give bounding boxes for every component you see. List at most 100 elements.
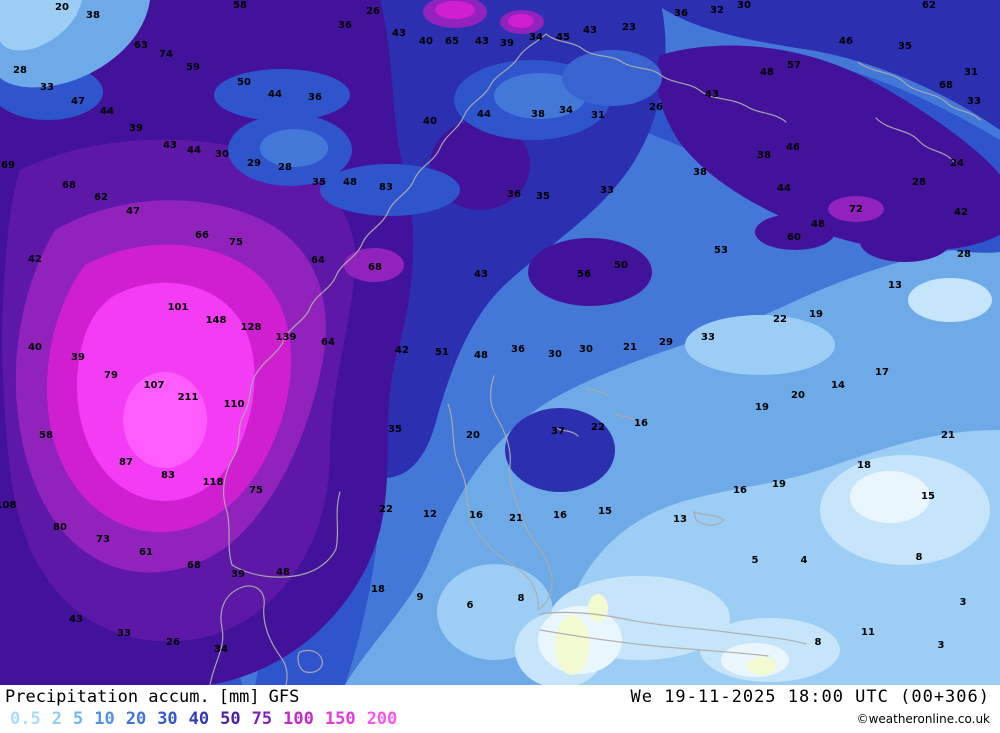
precip-value-label: 69 bbox=[1, 160, 15, 171]
precip-value-label: 38 bbox=[86, 10, 100, 21]
precip-value-label: 61 bbox=[139, 547, 153, 558]
precip-value-label: 58 bbox=[233, 0, 247, 11]
precip-value-label: 43 bbox=[705, 89, 719, 100]
precip-value-label: 139 bbox=[275, 332, 297, 343]
precip-value-label: 46 bbox=[839, 36, 853, 47]
precip-value-label: 16 bbox=[733, 485, 747, 496]
precip-value-label: 59 bbox=[186, 62, 200, 73]
precip-value-label: 30 bbox=[737, 0, 751, 11]
precip-value-label: 39 bbox=[231, 569, 245, 580]
precip-value-label: 43 bbox=[69, 614, 83, 625]
precip-value-label: 80 bbox=[53, 522, 67, 533]
precip-value-label: 33 bbox=[967, 96, 981, 107]
precip-value-label: 56 bbox=[577, 269, 591, 280]
precip-value-label: 39 bbox=[71, 352, 85, 363]
precip-value-label: 73 bbox=[96, 534, 110, 545]
map-title: Precipitation accum. [mm] GFS bbox=[5, 687, 308, 707]
precip-value-label: 35 bbox=[388, 424, 402, 435]
precip-value-label: 8 bbox=[517, 593, 525, 604]
precip-value-label: 48 bbox=[811, 219, 825, 230]
precip-value-label: 14 bbox=[831, 380, 845, 391]
precip-value-label: 35 bbox=[536, 191, 550, 202]
precip-value-label: 43 bbox=[163, 140, 177, 151]
precip-value-label: 36 bbox=[308, 92, 322, 103]
precip-value-label: 48 bbox=[343, 177, 357, 188]
precip-value-label: 79 bbox=[104, 370, 118, 381]
precip-value-label: 64 bbox=[321, 337, 335, 348]
precip-value-label: 22 bbox=[773, 314, 787, 325]
precip-value-label: 39 bbox=[500, 38, 514, 49]
precip-value-label: 68 bbox=[187, 560, 201, 571]
precip-value-label: 34 bbox=[559, 105, 573, 116]
precip-value-label: 51 bbox=[435, 347, 449, 358]
precip-value-label: 22 bbox=[379, 504, 393, 515]
precip-value-label: 19 bbox=[755, 402, 769, 413]
precip-value-label: 30 bbox=[579, 344, 593, 355]
precip-value-label: 28 bbox=[912, 177, 926, 188]
precip-value-label: 110 bbox=[223, 399, 245, 410]
title-text: Precipitation accum. bbox=[5, 687, 210, 707]
precip-value-label: 28 bbox=[957, 249, 971, 260]
precip-value-label: 40 bbox=[419, 36, 433, 47]
precip-value-label: 128 bbox=[240, 322, 262, 333]
precip-value-label: 32 bbox=[710, 5, 724, 16]
legend-value-50: 50 bbox=[220, 709, 241, 729]
precip-value-label: 108 bbox=[0, 500, 17, 511]
precip-value-label: 68 bbox=[939, 80, 953, 91]
precip-value-label: 107 bbox=[143, 380, 165, 391]
precip-value-label: 13 bbox=[888, 280, 902, 291]
precip-value-label: 44 bbox=[268, 89, 282, 100]
legend-value-20: 20 bbox=[125, 709, 147, 729]
legend-value-0.5: 0.5 bbox=[10, 709, 41, 729]
precip-value-label: 62 bbox=[94, 192, 108, 203]
precip-value-label: 36 bbox=[507, 189, 521, 200]
precip-value-label: 4 bbox=[800, 555, 808, 566]
precip-value-label: 15 bbox=[598, 506, 612, 517]
precip-value-label: 38 bbox=[757, 150, 771, 161]
precip-value-label: 22 bbox=[591, 422, 605, 433]
precip-value-label: 60 bbox=[787, 232, 801, 243]
precip-value-label: 28 bbox=[278, 162, 292, 173]
precip-value-label: 50 bbox=[237, 77, 251, 88]
weather-map: 20 38 58 26 36 43 40 65 43 39 34 45 43 23 36 32 30 62 46 35… bbox=[0, 0, 1000, 685]
precip-value-label: 16 bbox=[553, 510, 567, 521]
precip-value-label: 40 bbox=[423, 116, 437, 127]
precip-value-label: 16 bbox=[469, 510, 483, 521]
precip-value-label: 36 bbox=[674, 8, 688, 19]
legend-value-100: 100 bbox=[283, 709, 314, 729]
precip-value-label: 28 bbox=[13, 65, 27, 76]
precip-value-label: 148 bbox=[205, 315, 227, 326]
precip-value-label: 48 bbox=[760, 67, 774, 78]
legend-value-2: 2 bbox=[51, 709, 62, 729]
precip-value-label: 26 bbox=[166, 637, 180, 648]
precip-value-label: 12 bbox=[423, 509, 437, 520]
precip-value-label: 75 bbox=[249, 485, 263, 496]
precip-value-label: 26 bbox=[649, 102, 663, 113]
precip-value-label: 31 bbox=[591, 110, 605, 121]
copyright: ©weatheronline.co.uk bbox=[856, 712, 990, 726]
legend-scale: 0.5 2 5 10 20 30 40 50 75 100 150 200 bbox=[10, 709, 408, 729]
precip-value-label: 20 bbox=[55, 2, 69, 13]
precip-value-label: 16 bbox=[634, 418, 648, 429]
precip-value-label: 47 bbox=[71, 96, 85, 107]
legend-value-75: 75 bbox=[251, 709, 273, 729]
precip-value-label: 18 bbox=[857, 460, 871, 471]
legend-value-30: 30 bbox=[157, 709, 178, 729]
precip-value-label: 9 bbox=[416, 592, 424, 603]
precip-value-label: 68 bbox=[62, 180, 76, 191]
precip-value-label: 211 bbox=[177, 392, 199, 403]
precip-value-label: 11 bbox=[861, 627, 875, 638]
precip-value-label: 43 bbox=[475, 36, 489, 47]
precip-value-label: 36 bbox=[511, 344, 525, 355]
legend-value-5: 5 bbox=[72, 709, 84, 729]
precip-value-label: 36 bbox=[338, 20, 352, 31]
legend-value-150: 150 bbox=[324, 709, 356, 729]
precip-value-label: 40 bbox=[28, 342, 42, 353]
title-unit: [mm] bbox=[218, 687, 260, 707]
legend-value-10: 10 bbox=[94, 709, 115, 729]
precip-value-label: 35 bbox=[898, 41, 912, 52]
precip-value-label: 42 bbox=[395, 345, 409, 356]
precip-value-label: 62 bbox=[922, 0, 936, 11]
precip-value-label: 50 bbox=[614, 260, 628, 271]
precip-value-label: 87 bbox=[119, 457, 133, 468]
